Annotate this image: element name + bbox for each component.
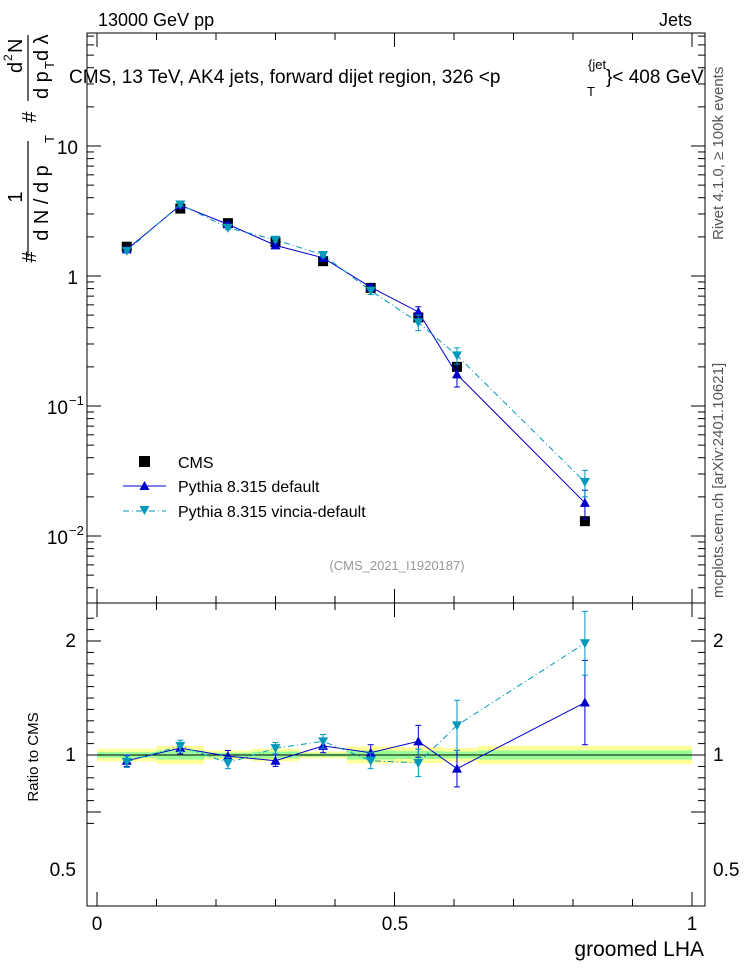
x-tick-labels: 0 0.5 1 (92, 914, 698, 935)
ratio-ytick-2-right: 2 (713, 631, 724, 652)
header-right: Jets (659, 10, 692, 30)
point-default (270, 240, 281, 250)
ratio-point-vincia (270, 744, 281, 754)
ylabel-num2-tail: N (5, 39, 27, 53)
point-vincia (121, 246, 132, 256)
ratio-point-vincia (175, 741, 186, 751)
analysis-watermark: (CMS_2021_I1920187) (329, 558, 464, 573)
ylabel-den2: d p (31, 71, 53, 99)
xtick-1: 1 (687, 914, 698, 935)
point-vincia (365, 286, 376, 296)
mcplots-label: mcplots.cern.ch [arXiv:2401.10621] (710, 363, 727, 598)
header-left: 13000 GeV pp (98, 10, 214, 30)
legend-marker-default (139, 481, 150, 490)
ratio-ytick-0.5: 0.5 (50, 860, 76, 881)
legend-label-vincia: Pythia 8.315 vincia-default (178, 504, 366, 521)
point-vincia (579, 478, 590, 488)
x-axis-label: groomed LHA (574, 938, 704, 961)
legend-marker-cms (139, 456, 150, 467)
main-plot-data (121, 200, 590, 527)
title-tail: }< 408 GeV (606, 67, 704, 88)
ytick-label-1e-1: 10 (47, 398, 68, 419)
legend-marker-vincia (139, 506, 150, 515)
ratio-point-default (579, 697, 590, 707)
ratio-point-vincia (222, 758, 233, 768)
point-vincia (222, 223, 233, 233)
title-sub: T (587, 84, 595, 99)
xtick-0.5: 0.5 (382, 914, 408, 935)
point-default (451, 369, 462, 379)
ratio-point-vincia (579, 639, 590, 649)
ylabel-den: d N / d p (31, 165, 53, 241)
ratio-point-vincia (451, 721, 462, 731)
title-sup: {jet (588, 57, 606, 72)
legend: CMS Pythia 8.315 default Pythia 8.315 vi… (123, 455, 366, 521)
ratio-point-default (451, 763, 462, 773)
ylabel-den2-tail: d λ (31, 34, 53, 61)
point-vincia (413, 318, 424, 328)
legend-label-default: Pythia 8.315 default (178, 479, 320, 496)
point-vincia (175, 200, 186, 210)
ratio-ytick-1-right: 1 (713, 745, 724, 766)
ratio-bands (97, 745, 692, 765)
ylabel-hash1: # (19, 251, 41, 263)
ylabel-num2: d (5, 62, 27, 73)
ylabel-one: 1 (5, 191, 27, 202)
ratio-point-default (270, 755, 281, 765)
ratio-point-vincia (413, 758, 424, 768)
ytick-label-1e-1-exp: −1 (69, 393, 84, 408)
ratio-point-vincia (318, 737, 329, 747)
chart-title: CMS, 13 TeV, AK4 jets, forward dijet reg… (69, 57, 704, 99)
point-vincia (318, 251, 329, 261)
ylabel-den2-sub: T (42, 61, 57, 69)
ratio-point-default (222, 751, 233, 761)
ratio-ytick-0.5-right: 0.5 (713, 860, 739, 881)
ylabel-hash2: # (19, 111, 41, 123)
main-y-tick-labels: 10 1 10 −1 10 −2 (47, 138, 84, 549)
point-default (413, 306, 424, 316)
ratio-point-vincia (365, 756, 376, 766)
xtick-0: 0 (92, 914, 103, 935)
ylabel-den-sub: T (42, 135, 57, 143)
rivet-label: Rivet 4.1.0, ≥ 100k events (710, 67, 727, 240)
ratio-y-tick-labels-left: 2 1 0.5 (50, 631, 76, 881)
title-main: CMS, 13 TeV, AK4 jets, forward dijet reg… (69, 67, 500, 88)
ytick-label-1e-2-exp: −2 (69, 523, 84, 538)
point-vincia (451, 351, 462, 361)
main-y-axis-label: # 1 d N / d p T # d 2 N d p T d λ (1, 34, 57, 262)
ytick-label-1: 1 (67, 268, 78, 289)
ratio-y-tick-labels-right: 2 1 0.5 (713, 631, 739, 881)
ratio-point-default (413, 736, 424, 746)
ratio-plot-data (121, 610, 590, 788)
series-line-vincia (126, 203, 586, 483)
ratio-point-vincia (121, 757, 132, 767)
ylabel-num2-sup: 2 (1, 54, 15, 61)
ratio-line-vincia (126, 642, 586, 764)
ratio-ytick-2: 2 (65, 631, 76, 652)
ratio-axis-ticks (87, 603, 705, 906)
point-vincia (270, 235, 281, 245)
legend-label-cms: CMS (178, 455, 214, 472)
ytick-label-10: 10 (57, 138, 78, 159)
point-cms (579, 516, 590, 527)
main-axis-ticks (87, 33, 705, 603)
ytick-label-1e-2: 10 (47, 528, 68, 549)
point-default (579, 497, 590, 507)
ratio-ytick-1: 1 (65, 745, 76, 766)
ratio-y-axis-label: Ratio to CMS (25, 712, 42, 801)
